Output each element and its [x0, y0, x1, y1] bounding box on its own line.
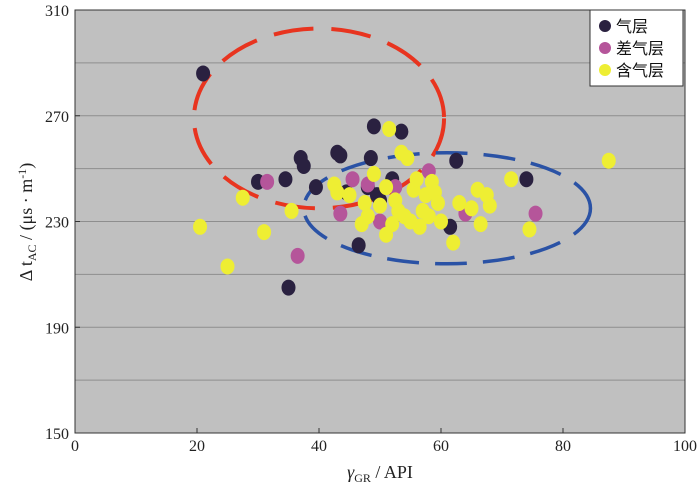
- y-tick-label: 270: [45, 109, 69, 126]
- gas-layer-point: [394, 123, 409, 140]
- gas-bearing-layer-point: [382, 120, 397, 137]
- gas-bearing-layer-point: [601, 152, 616, 169]
- x-tick-labels: 0 20 40 60 80 100: [71, 438, 697, 455]
- y-tick-label: 190: [45, 320, 69, 337]
- gas-bearing-layer-point: [482, 197, 497, 214]
- gas-layer-point: [449, 152, 464, 169]
- gas-bearing-layer-point: [522, 221, 537, 238]
- gas-layer-point: [519, 171, 534, 188]
- gas-bearing-layer-point: [357, 194, 372, 211]
- gas-layer-point: [278, 171, 293, 188]
- annotation-ellipses: [191, 26, 593, 266]
- gas-bearing-layer-point: [452, 194, 467, 211]
- gas-layer-point: [281, 279, 296, 296]
- gridlines: [75, 62, 685, 381]
- x-tick-label: 40: [311, 438, 327, 455]
- gas-bearing-layer-point: [342, 187, 357, 204]
- poor-gas-layer-point: [528, 205, 543, 222]
- gas-layer-point: [366, 118, 381, 135]
- legend-marker-gas-layer: [599, 20, 611, 32]
- gas-bearing-layer-point: [434, 213, 448, 230]
- gas-layer-point: [196, 65, 211, 82]
- x-tick-label: 0: [71, 438, 79, 455]
- y-tick-labels: 150 190 230 270 310: [45, 3, 69, 443]
- gas-bearing-layer-point: [379, 179, 394, 196]
- gas-layer-point: [333, 147, 348, 164]
- gas-bearing-layer-point: [430, 194, 445, 211]
- gas-bearing-layer-point: [446, 234, 461, 251]
- y-tick-label: 310: [45, 3, 69, 20]
- gas-bearing-layer-point: [400, 150, 415, 167]
- gas-bearing-layer-point: [330, 184, 345, 201]
- gas-bearing-layer-point: [412, 218, 427, 235]
- gas-bearing-layer-point: [409, 171, 424, 188]
- gas-layer-point: [296, 157, 311, 174]
- legend-label-gas-bearing-layer: 含气层: [616, 62, 664, 80]
- gas-bearing-layer-point: [473, 216, 488, 233]
- y-tick-label: 150: [45, 426, 69, 443]
- gas-bearing-layer-point: [366, 165, 381, 182]
- gas-bearing-layer-point: [235, 189, 250, 206]
- gas-bearing-layer-point: [373, 197, 387, 214]
- gas-layer-point: [351, 237, 366, 254]
- legend-label-poor-gas-layer: 差气层: [616, 40, 664, 58]
- legend: 气层 差气层 含气层: [589, 9, 684, 87]
- legend-marker-gas-bearing-layer: [599, 64, 611, 76]
- poor-gas-layer-point: [290, 247, 305, 264]
- gas-layer-point: [308, 179, 323, 196]
- axis-ticks: [74, 9, 686, 434]
- blue-dashed-ellipse: [302, 151, 593, 266]
- legend-label-gas-layer: 气层: [616, 18, 648, 36]
- gas-bearing-layer-point: [504, 171, 519, 188]
- gas-bearing-layer-point: [360, 208, 375, 225]
- x-axis-title: γGR / API: [347, 462, 413, 485]
- gas-bearing-layer-point: [193, 218, 208, 235]
- gas-bearing-layer-point: [220, 258, 235, 275]
- y-tick-label: 230: [45, 215, 69, 232]
- gas-bearing-layer-point: [464, 200, 479, 217]
- gas-layer-point: [363, 150, 378, 167]
- gas-bearing-layer-point: [385, 216, 400, 233]
- gas-bearing-layer-point: [421, 208, 436, 225]
- gas-bearing-layer-point: [257, 224, 272, 241]
- x-tick-label: 100: [673, 438, 697, 455]
- legend-marker-poor-gas-layer: [599, 42, 611, 54]
- poor-gas-layer-point: [260, 173, 275, 190]
- x-tick-label: 60: [433, 438, 449, 455]
- poor-gas-layer-point: [373, 213, 387, 230]
- poor-gas-layer-point: [333, 205, 348, 222]
- gas-bearing-layer-point: [284, 202, 299, 219]
- red-dashed-ellipse: [191, 26, 447, 211]
- data-points: [193, 65, 616, 296]
- x-tick-label: 80: [555, 438, 571, 455]
- poor-gas-layer-point: [345, 171, 360, 188]
- y-axis-title: Δ tAC / (μs · m-1): [15, 163, 39, 281]
- x-tick-label: 20: [189, 438, 205, 455]
